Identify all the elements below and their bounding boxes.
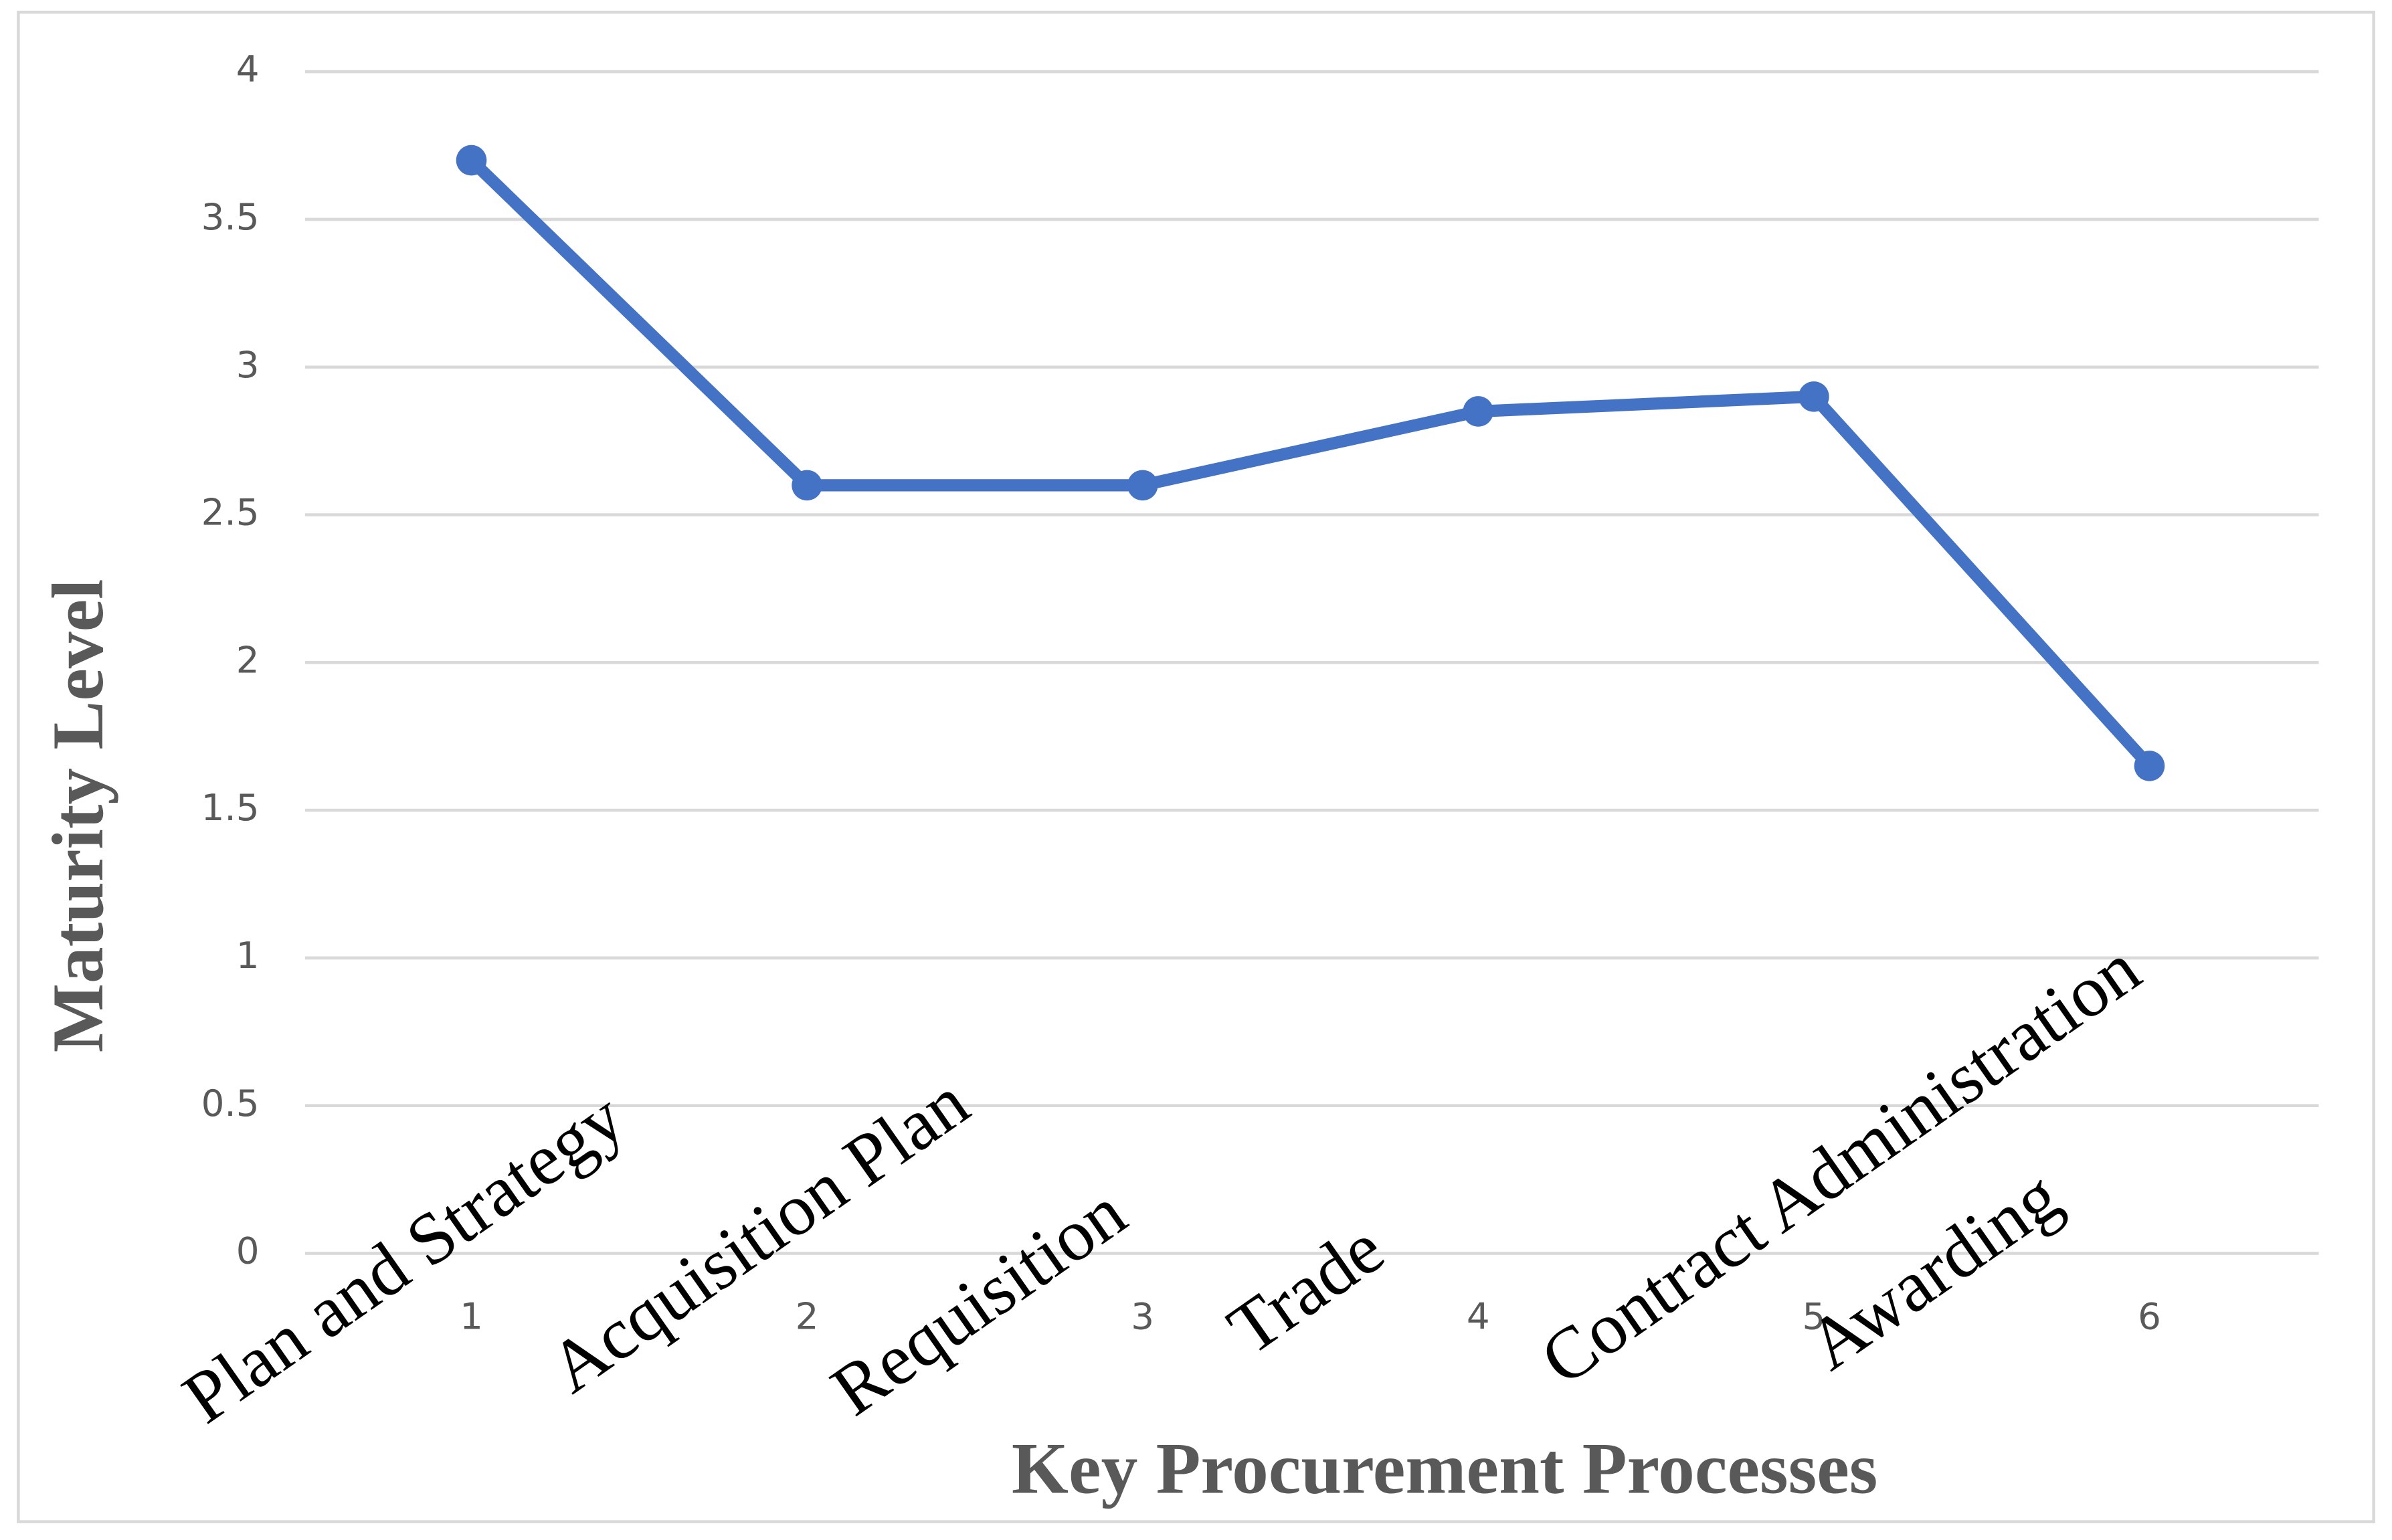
y-tick-label: 0.5 <box>201 1082 260 1125</box>
y-tick-label: 0 <box>236 1230 260 1272</box>
x-tick-label: 2 <box>796 1295 819 1338</box>
y-tick-label: 1.5 <box>201 786 260 829</box>
data-point <box>792 470 822 501</box>
y-tick-label: 1 <box>236 934 260 977</box>
data-point <box>1463 396 1494 427</box>
x-tick-label: 1 <box>460 1295 483 1338</box>
data-point <box>2134 751 2165 781</box>
x-tick-label: 5 <box>1802 1295 1825 1338</box>
x-tick-label: 4 <box>1467 1295 1490 1338</box>
data-line <box>467 156 2154 771</box>
y-tick-label: 3.5 <box>201 195 260 238</box>
y-tick-label: 3 <box>236 343 260 386</box>
x-tick-label: 6 <box>2138 1295 2161 1338</box>
data-point <box>1127 470 1158 501</box>
y-tick-label: 2 <box>236 638 260 681</box>
y-tick-label: 2.5 <box>201 491 260 534</box>
y-axis-title: Maturity Level <box>37 579 118 1052</box>
data-point <box>1799 381 1829 412</box>
x-axis-title: Key Procurement Processes <box>1012 1427 1877 1509</box>
data-point <box>456 145 487 176</box>
chart-border <box>17 10 2375 1523</box>
y-tick-label: 4 <box>236 47 260 90</box>
x-tick-label: 3 <box>1131 1295 1154 1338</box>
